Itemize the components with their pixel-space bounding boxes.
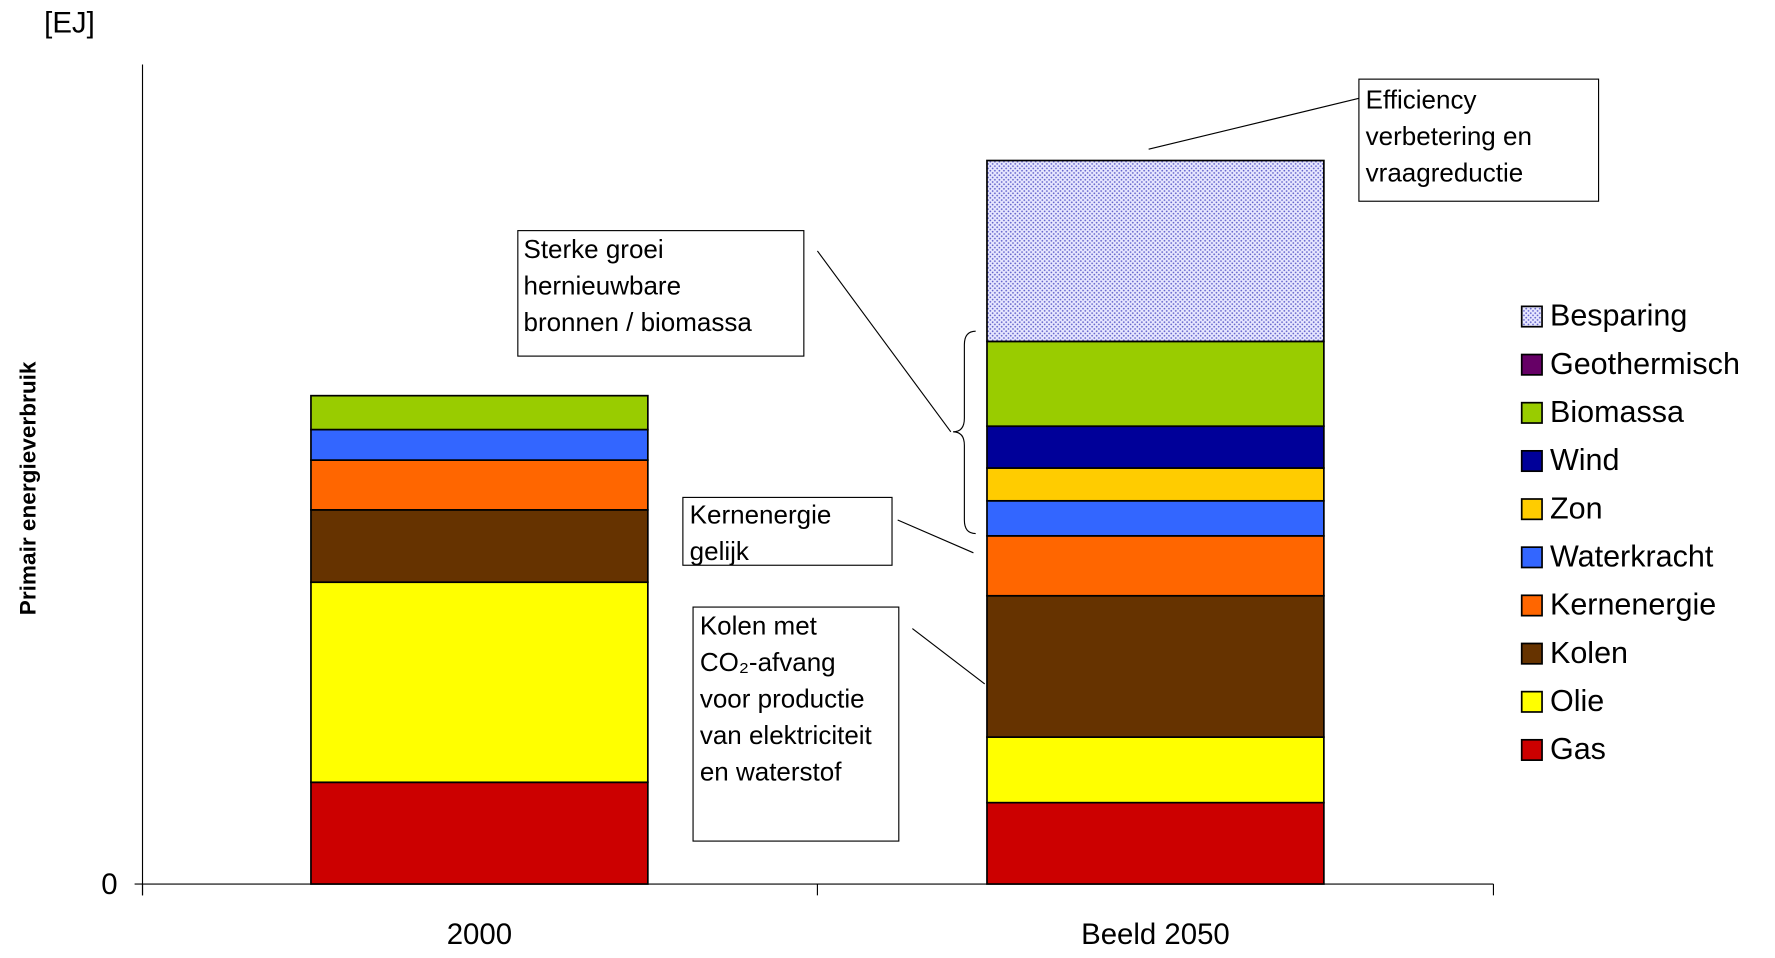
annotation-text: CO₂-afvang (700, 647, 836, 677)
legend-label: Waterkracht (1550, 540, 1714, 574)
legend-label: Biomassa (1550, 395, 1684, 429)
x-tick-label: 2000 (447, 918, 512, 951)
leader-line (897, 519, 974, 554)
annotation-box (1358, 78, 1600, 202)
legend-swatch (1520, 305, 1543, 328)
leader-line (816, 250, 952, 433)
bar-segment (986, 594, 1325, 738)
bar-segment (310, 509, 649, 584)
annotation-box (682, 496, 893, 566)
y-tick-label: 0 (101, 868, 117, 901)
legend-label: Gas (1550, 732, 1606, 766)
bar-segment (986, 159, 1325, 343)
bar-segment (986, 499, 1325, 537)
legend-label: Olie (1550, 684, 1604, 718)
bar-segment (986, 801, 1325, 885)
brace (953, 330, 976, 535)
annotation-text: Kolen met (700, 610, 818, 640)
annotation-text: Efficiency (1366, 85, 1477, 115)
leader-line (912, 628, 986, 685)
bar-segment (986, 425, 1325, 469)
annotation-text: van elektriciteit (700, 720, 873, 750)
bar-segment (310, 459, 649, 511)
annotation-text: hernieuwbare (523, 270, 681, 300)
annotation-text: Sterke groei (523, 234, 663, 264)
annotation-text: voor productie (700, 683, 865, 713)
legend-label: Wind (1550, 443, 1620, 477)
bar-segment (986, 535, 1325, 597)
legend-label: Geothermisch (1550, 347, 1740, 381)
annotation-box (692, 606, 900, 842)
legend-swatch (1520, 401, 1543, 424)
legend-swatch (1520, 498, 1543, 521)
bar-segment (310, 781, 649, 885)
bar-segment (310, 394, 649, 431)
bar-segment (310, 428, 649, 461)
bar-segment (986, 467, 1325, 502)
annotation-text: vraagreductie (1366, 158, 1524, 188)
legend-swatch (1520, 690, 1543, 713)
legend-swatch (1520, 642, 1543, 665)
bar-segment (986, 736, 1325, 804)
legend-label: Kernenergie (1550, 588, 1716, 622)
legend-label: Zon (1550, 491, 1603, 525)
bar-segment (310, 581, 649, 784)
leader-line (1148, 97, 1360, 150)
legend-swatch (1520, 738, 1543, 761)
annotation-text: verbetering en (1366, 121, 1532, 151)
annotation-text: Kernenergie (690, 500, 832, 530)
legend-swatch (1520, 353, 1543, 376)
y-axis-label: Primair energieverbruik (15, 361, 40, 615)
unit-label: [EJ] (44, 7, 95, 40)
annotation-box (517, 230, 805, 357)
annotation-text: gelijk (690, 536, 750, 566)
legend-label: Kolen (1550, 636, 1628, 670)
legend-swatch (1520, 449, 1543, 473)
x-tick-label: Beeld 2050 (1081, 918, 1230, 951)
annotation-text: bronnen / biomassa (523, 307, 752, 337)
legend-label: Besparing (1550, 299, 1687, 333)
annotation-text: en waterstof (700, 756, 842, 786)
bar-segment (986, 340, 1325, 428)
legend-swatch (1520, 546, 1543, 569)
legend-swatch (1520, 594, 1543, 617)
